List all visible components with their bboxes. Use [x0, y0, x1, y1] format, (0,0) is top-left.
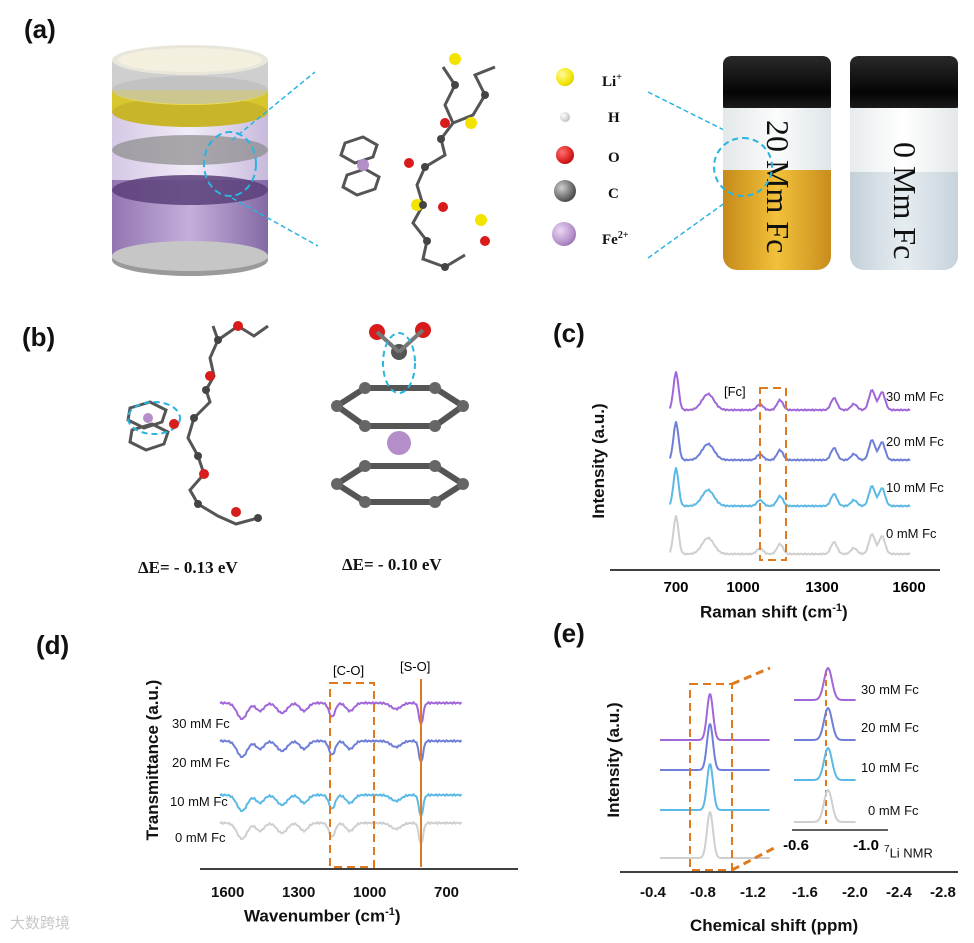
- molecule-structure-a: [339, 53, 496, 271]
- vial-cap-0mm: [850, 56, 958, 108]
- ftir-xlabel: Wavenumber (cm-1): [244, 906, 401, 926]
- nmr-inset-tick-1: -0.6: [783, 837, 809, 854]
- c-atom-icon: [554, 180, 576, 202]
- legend-label-li: Li: [602, 74, 617, 90]
- raman-line-30: [669, 371, 911, 412]
- vial-cap-20mm: [723, 56, 831, 108]
- ftir-line-0: [219, 820, 463, 848]
- nmr-inset-0: [794, 789, 856, 823]
- li-atom-icon: [556, 68, 574, 86]
- nmr-series-10: 10 mM Fc: [861, 760, 919, 775]
- nmr-inset-20: [794, 707, 856, 741]
- nmr-xtick-1: -0.4: [640, 884, 666, 901]
- vial-label-0mm: 0 Mm Fc: [887, 142, 923, 260]
- ftir-chart: [C-O] [S-O]: [200, 659, 518, 870]
- raman-xtick-4: 1600: [892, 579, 925, 596]
- nmr-inset-10: [794, 747, 856, 781]
- raman-series-10: 10 mM Fc: [886, 480, 944, 495]
- nmr-chart: -0.6 -1.0: [620, 666, 958, 873]
- raman-chart: [Fc] 700 1000 1300 1600: [610, 371, 940, 596]
- panel-label-d: (d): [36, 630, 70, 660]
- legend-label-o: O: [608, 150, 620, 166]
- atom-legend: Li+ H O C Fe2+: [548, 68, 668, 258]
- raman-line-0: [669, 515, 911, 556]
- nmr-xtick-3: -1.2: [740, 884, 766, 901]
- legend-label-fe: Fe: [602, 232, 618, 248]
- nmr-nucleus-label: 7Li NMR: [884, 844, 933, 861]
- nmr-series-30: 30 mM Fc: [861, 682, 919, 697]
- ftir-series-0: 0 mM Fc: [175, 830, 226, 845]
- nmr-xtick-6: -2.4: [886, 884, 912, 901]
- nmr-xlabel: Chemical shift (ppm): [690, 916, 859, 935]
- vial-liquid-0mm: [850, 172, 958, 270]
- ftir-line-30: [219, 700, 463, 728]
- raman-fc-box: [759, 387, 787, 561]
- raman-box-label: [Fc]: [724, 384, 746, 399]
- ftir-xtick-2: 1300: [282, 884, 316, 901]
- energy-label-right: ΔE= - 0.10 eV: [342, 555, 442, 574]
- raman-series-30: 30 mM Fc: [886, 389, 944, 404]
- legend-label-c: C: [608, 186, 619, 202]
- nmr-xtick-7: -2.8: [930, 884, 956, 901]
- ftir-series-20: 20 mM Fc: [172, 755, 230, 770]
- ftir-box-label: [C-O]: [333, 663, 364, 678]
- nmr-xtick-5: -2.0: [842, 884, 868, 901]
- ftir-line-label: [S-O]: [400, 659, 430, 674]
- ftir-ylabel: Transmittance (a.u.): [143, 679, 162, 841]
- raman-xticks: 700 1000 1300 1600: [663, 579, 925, 596]
- ftir-line-10: [219, 792, 463, 820]
- legend-label-h: H: [608, 110, 620, 126]
- vial-0mm: 0 Mm Fc: [850, 56, 958, 270]
- nmr-xtick-4: -1.6: [792, 884, 818, 901]
- ftir-series-10: 10 mM Fc: [170, 794, 228, 809]
- panel-label-c: (c): [553, 318, 585, 348]
- h-atom-icon: [560, 112, 570, 122]
- nmr-series-20: 20 mM Fc: [861, 720, 919, 735]
- nmr-line-30: [660, 693, 770, 741]
- ftir-xtick-3: 1000: [353, 884, 387, 901]
- ftir-line-20: [219, 738, 463, 766]
- raman-xtick-2: 1000: [726, 579, 759, 596]
- vial-highlight-circle: [713, 137, 773, 197]
- raman-line-10: [669, 467, 911, 508]
- vial-label-20mm: 20 Mm Fc: [760, 120, 796, 254]
- ftir-series-30: 30 mM Fc: [172, 716, 230, 731]
- o-atom-icon: [556, 146, 574, 164]
- nmr-box: [689, 683, 733, 871]
- fe-atom-icon: [552, 222, 576, 246]
- nmr-line-0: [660, 811, 770, 859]
- nmr-line-20: [660, 723, 770, 771]
- molecule-structure-b-right: [331, 322, 469, 508]
- ftir-co-box: [329, 682, 375, 868]
- raman-series-20: 20 mM Fc: [886, 434, 944, 449]
- raman-xtick-3: 1300: [805, 579, 838, 596]
- nmr-inset-tick-2: -1.0: [853, 837, 879, 854]
- raman-line-20: [669, 421, 911, 462]
- nmr-inset-30: [794, 667, 856, 701]
- ftir-xtick-4: 700: [434, 884, 460, 901]
- panel-label-b: (b): [22, 322, 56, 352]
- panel-label-a: (a): [24, 14, 56, 44]
- nmr-line-10: [660, 763, 770, 811]
- watermark: 大数跨境: [10, 915, 71, 932]
- panel-label-e: (e): [553, 618, 585, 648]
- nmr-series-0: 0 mM Fc: [868, 803, 919, 818]
- raman-series-0: 0 mM Fc: [886, 526, 937, 541]
- legend-sup-li: +: [616, 72, 622, 83]
- ftir-xtick-1: 1600: [211, 884, 245, 901]
- raman-xlabel: Raman shift (cm-1): [700, 602, 848, 622]
- raman-xtick-1: 700: [663, 579, 688, 596]
- molecule-structure-b-left: [126, 321, 269, 526]
- battery-cell-illustration: [112, 45, 268, 276]
- nmr-xtick-2: -0.8: [690, 884, 716, 901]
- energy-label-left: ΔE= - 0.13 eV: [138, 558, 238, 577]
- nmr-xticks: -0.4 -0.8 -1.2 -1.6 -2.0 -2.4 -2.8: [640, 884, 960, 904]
- raman-ylabel: Intensity (a.u.): [589, 403, 608, 519]
- legend-sup-fe: 2+: [617, 230, 629, 241]
